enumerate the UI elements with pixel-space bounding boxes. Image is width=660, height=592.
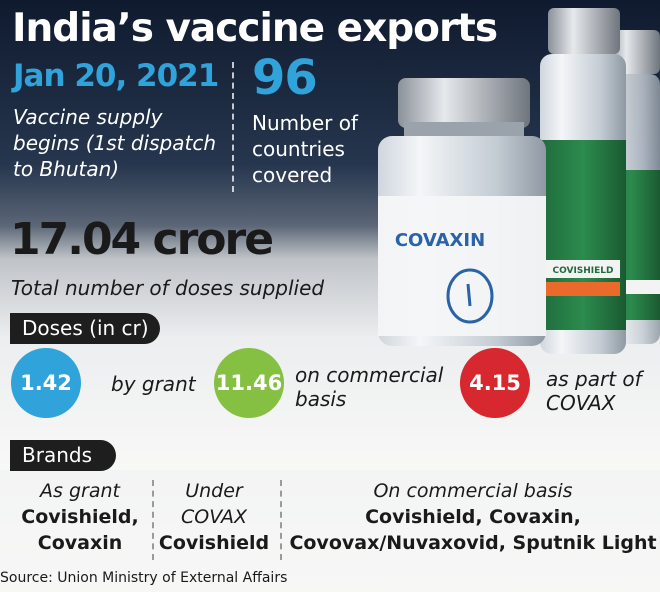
grant-doses-badge: 1.42 [11, 348, 81, 418]
brands-commercial-names: Covishield, Covaxin, Covovax/Nuvaxovid, … [289, 506, 657, 554]
covax-doses-label: as part of COVAX [546, 367, 642, 415]
brands-commercial-heading: On commercial basis [373, 480, 573, 502]
brands-covax-column: Under COVAX Covishield [154, 478, 274, 556]
total-doses-description: Total number of doses supplied [11, 276, 325, 300]
covax-doses-badge: 4.15 [460, 348, 530, 418]
total-doses-value: 17.04 crore [10, 214, 274, 265]
vaccine-vials-photo: COVISHIELD COVAXIN [0, 0, 660, 470]
commercial-doses-badge: 11.46 [214, 348, 284, 418]
countries-count: 96 [252, 50, 318, 106]
source-note: Source: Union Ministry of External Affai… [0, 570, 288, 586]
milestone-description: Vaccine supply begins (1st dispatch to B… [13, 105, 216, 181]
covaxin-label: COVAXIN [395, 230, 485, 251]
brands-covax-heading: Under COVAX [181, 480, 247, 528]
brands-section-header: Brands [10, 440, 116, 471]
brands-covax-names: Covishield [158, 532, 270, 554]
covishield-label: COVISHIELD [552, 266, 613, 276]
milestone-date: Jan 20, 2021 [13, 58, 219, 94]
covaxin-vial: COVAXIN [378, 78, 546, 346]
grant-doses-label: by grant [111, 372, 196, 396]
header-divider [232, 62, 234, 192]
countries-description: Number of countries covered [252, 111, 358, 187]
page-title: India’s vaccine exports [12, 6, 498, 51]
brands-divider-1 [152, 480, 154, 560]
brands-grant-heading: As grant [40, 480, 120, 502]
brands-grant-column: As grant Covishield, Covaxin [10, 478, 150, 556]
brands-divider-2 [280, 480, 282, 560]
doses-section-header: Doses (in cr) [10, 313, 160, 344]
brands-commercial-column: On commercial basis Covishield, Covaxin,… [286, 478, 660, 556]
covishield-vial-front: COVISHIELD [540, 8, 626, 354]
commercial-doses-label: on commercial basis [295, 363, 444, 411]
brands-grant-names: Covishield, Covaxin [21, 506, 139, 554]
